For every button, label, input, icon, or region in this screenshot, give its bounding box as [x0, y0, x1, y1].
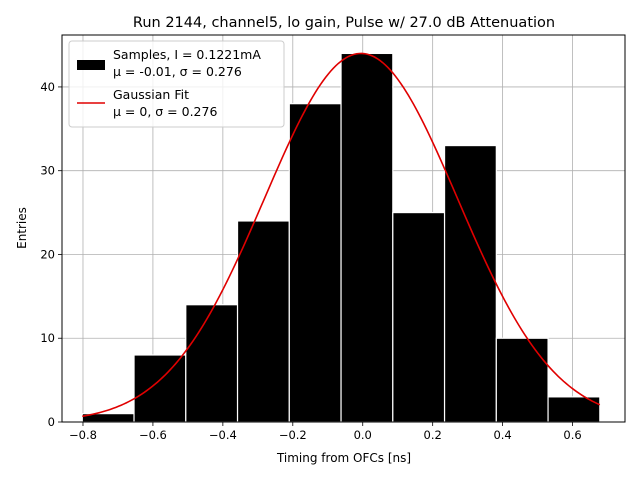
y-tick-label-4: 40: [40, 80, 55, 94]
x-axis-ticks: −0.8 −0.6 −0.4 −0.2 0.0 0.2 0.4 0.6: [69, 422, 582, 442]
x-axis-label: Timing from OFCs [ns]: [276, 451, 411, 465]
histogram-bar-5: [340, 52, 394, 423]
histogram-bar-8: [495, 337, 549, 423]
y-tick-label-3: 30: [40, 164, 55, 178]
legend-fit-label: Gaussian Fit: [113, 87, 189, 102]
legend: Samples, I = 0.1221mA μ = -0.01, σ = 0.2…: [68, 40, 285, 128]
histogram-bar-1: [133, 354, 187, 423]
y-axis-ticks: 0 10 20 30 40: [40, 80, 62, 429]
legend-fit-stats: μ = 0, σ = 0.276: [113, 104, 217, 119]
y-tick-label-1: 10: [40, 331, 55, 345]
gaussian-fit-curve: [82, 52, 601, 418]
legend-histogram-swatch: [77, 60, 105, 70]
legend-frame: [68, 40, 285, 128]
legend-histogram-label: Samples, I = 0.1221mA: [113, 47, 261, 62]
y-axis-label: Entries: [15, 207, 29, 249]
x-tick-label-1: −0.6: [139, 428, 167, 442]
histogram-bar-7: [443, 144, 497, 423]
plot-frame: [61, 34, 626, 423]
legend-histogram-stats: μ = -0.01, σ = 0.276: [113, 64, 242, 79]
histogram-bar-6: [392, 211, 446, 423]
chart-title: Run 2144, channel5, lo gain, Pulse w/ 27…: [133, 15, 555, 31]
x-tick-label-0: −0.8: [69, 428, 97, 442]
y-tick-label-0: 0: [48, 415, 55, 429]
x-tick-label-3: −0.2: [279, 428, 307, 442]
x-tick-label-5: 0.2: [424, 428, 442, 442]
x-tick-label-4: 0.0: [354, 428, 372, 442]
y-tick-label-2: 20: [40, 247, 55, 261]
histogram-bar-3: [236, 220, 290, 423]
x-tick-label-7: 0.6: [563, 428, 581, 442]
histogram-bar-2: [185, 304, 239, 423]
histogram-bar-4: [288, 103, 342, 423]
x-tick-label-2: −0.4: [209, 428, 237, 442]
x-tick-label-6: 0.4: [493, 428, 511, 442]
